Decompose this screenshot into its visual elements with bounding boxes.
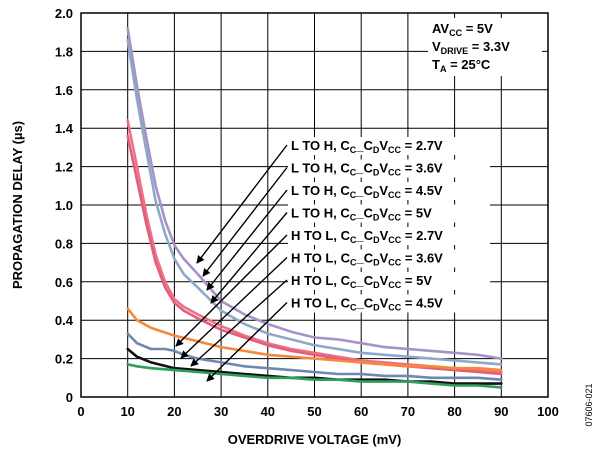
series-label: L TO H, CC_CDVCC = 3.6V bbox=[291, 161, 443, 178]
label-arrow bbox=[210, 212, 288, 304]
plot-frame bbox=[80, 12, 549, 398]
series-line bbox=[126, 307, 503, 372]
x-tick-label: 0 bbox=[77, 404, 84, 419]
series-label: L TO H, CC_CDVCC = 2.7V bbox=[291, 138, 443, 155]
series-label: H TO L, CC_CDVCC = 3.6V bbox=[291, 251, 443, 268]
series-label: L TO H, CC_CDVCC = 5V bbox=[291, 206, 432, 223]
series-line bbox=[126, 27, 503, 360]
condition-label: VDRIVE = 3.3V bbox=[432, 39, 510, 56]
label-arrow bbox=[202, 167, 288, 277]
series-label: L TO H, CC_CDVCC = 4.5V bbox=[291, 183, 443, 200]
condition-label: AVCC = 5V bbox=[432, 21, 493, 38]
series-lines bbox=[126, 27, 503, 389]
y-tick-label: 1.2 bbox=[55, 160, 73, 175]
series-line bbox=[126, 363, 503, 389]
series-label-bg bbox=[288, 249, 490, 268]
series-label-bg bbox=[288, 294, 490, 313]
label-arrows bbox=[175, 144, 288, 382]
series-label-bg bbox=[288, 272, 490, 290]
y-tick-label: 1.4 bbox=[55, 121, 74, 136]
label-arrow bbox=[190, 279, 288, 367]
series-label: H TO L, CC_CDVCC = 5V bbox=[291, 273, 432, 290]
series-label-bg bbox=[288, 137, 490, 155]
y-tick-label: 1.8 bbox=[55, 44, 73, 59]
series-label-bg bbox=[288, 159, 490, 178]
series-label: H TO L, CC_CDVCC = 4.5V bbox=[291, 296, 443, 313]
x-tick-label: 40 bbox=[261, 404, 275, 419]
y-tick-label: 0.4 bbox=[55, 313, 74, 328]
conditions-box bbox=[428, 18, 542, 76]
label-arrow bbox=[175, 234, 288, 347]
series-labels: L TO H, CC_CDVCC = 2.7V L TO H, CC_CDVCC … bbox=[288, 137, 490, 313]
x-axis-title: OVERDRIVE VOLTAGE (mV) bbox=[228, 432, 402, 447]
condition-label: TA = 25°C bbox=[432, 57, 491, 74]
y-tick-label: 0.6 bbox=[55, 275, 73, 290]
y-tick-labels: 0 0.2 0.4 0.6 0.8 1.0 1.2 1.4 1.6 1.8 2.0 bbox=[55, 6, 74, 405]
x-tick-label: 70 bbox=[401, 404, 415, 419]
label-arrow bbox=[206, 189, 288, 291]
label-arrow bbox=[180, 256, 288, 359]
series-line bbox=[126, 332, 503, 382]
figure-code: 07606-021 bbox=[584, 383, 594, 426]
series-label-bg bbox=[288, 227, 490, 245]
x-tick-label: 10 bbox=[120, 404, 134, 419]
series-label-bg bbox=[288, 204, 490, 223]
x-tick-labels: 0 10 20 30 40 50 60 70 80 90 100 bbox=[77, 404, 558, 419]
y-axis-title: PROPAGATION DELAY (µs) bbox=[10, 121, 25, 289]
y-tick-label: 1.0 bbox=[55, 198, 73, 213]
label-arrow bbox=[206, 302, 288, 382]
x-tick-label: 80 bbox=[447, 404, 461, 419]
x-tick-label: 20 bbox=[167, 404, 181, 419]
y-tick-label: 2.0 bbox=[55, 6, 73, 21]
series-label-bg bbox=[288, 182, 490, 200]
y-tick-label: 1.6 bbox=[55, 83, 73, 98]
y-tick-label: 0 bbox=[66, 390, 73, 405]
x-tick-label: 90 bbox=[494, 404, 508, 419]
y-tick-label: 0.8 bbox=[55, 236, 73, 251]
x-tick-label: 30 bbox=[214, 404, 228, 419]
x-tick-label: 60 bbox=[354, 404, 368, 419]
series-line bbox=[126, 38, 503, 366]
y-tick-label: 0.2 bbox=[55, 352, 73, 367]
label-arrow bbox=[196, 144, 288, 264]
x-tick-label: 50 bbox=[307, 404, 321, 419]
series-label: H TO L, CC_CDVCC = 2.7V bbox=[291, 228, 443, 245]
x-tick-label: 100 bbox=[537, 404, 559, 419]
